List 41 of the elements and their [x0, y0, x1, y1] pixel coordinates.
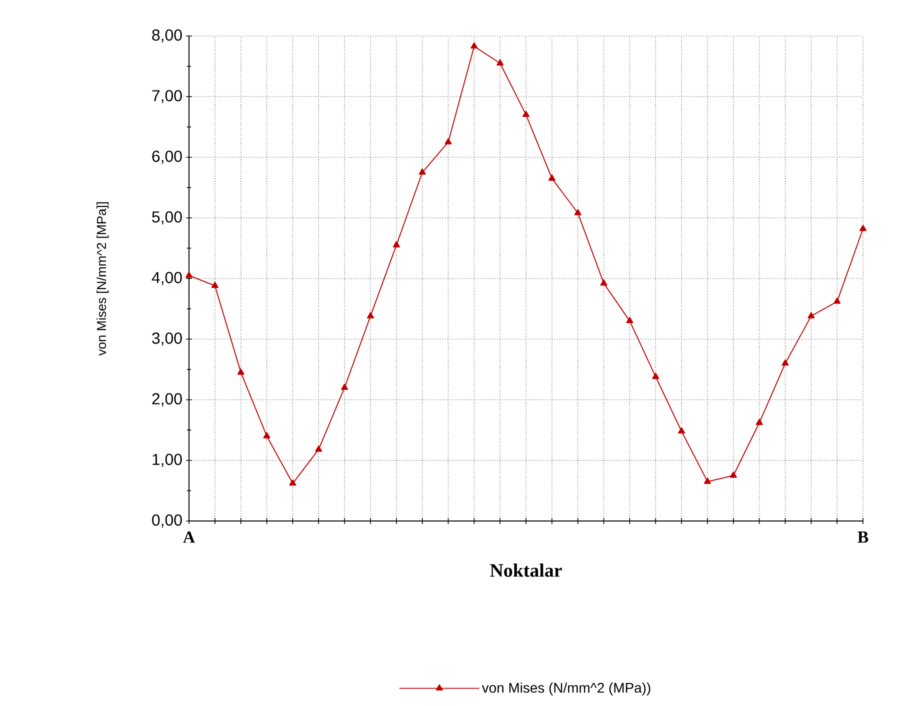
x-tick-label: A — [183, 532, 195, 543]
point — [211, 282, 218, 288]
y-axis-title: von Mises [N/mm^2 [MPa]] — [96, 202, 109, 356]
point — [808, 312, 815, 318]
point — [470, 42, 478, 49]
point — [341, 384, 348, 390]
point — [289, 479, 296, 486]
x-tick-label: B — [858, 532, 868, 543]
point — [315, 445, 322, 452]
point — [678, 427, 686, 434]
point — [834, 298, 841, 304]
point — [185, 271, 193, 278]
point — [366, 312, 374, 318]
y-tick-label: 4,00 — [152, 272, 182, 286]
point — [730, 472, 737, 478]
point — [237, 368, 244, 375]
x-axis-title: Noktalar — [490, 564, 562, 577]
point — [600, 279, 608, 286]
point — [626, 316, 634, 324]
y-tick-label: 7,00 — [152, 90, 182, 104]
point — [496, 59, 504, 66]
text: von Mises (N/mm^2 (MPa)) — [482, 682, 650, 696]
y-tick-label: 5,00 — [152, 211, 182, 224]
y-tick-label: 1,00 — [152, 454, 182, 467]
y-tick-label: 6,00 — [152, 150, 182, 164]
point — [574, 209, 582, 216]
y-tick-label: 2,00 — [152, 393, 182, 406]
point — [704, 478, 712, 484]
point — [756, 418, 763, 426]
point — [782, 359, 789, 366]
point — [444, 138, 452, 144]
y-tick-label: 0,00 — [152, 514, 182, 528]
y-tick-label: 3,00 — [152, 332, 182, 346]
point — [859, 224, 867, 232]
point — [522, 110, 530, 118]
point — [652, 372, 660, 379]
point — [392, 241, 400, 248]
point — [418, 168, 426, 175]
y-tick-label: 8,00 — [152, 29, 182, 43]
point — [263, 432, 270, 438]
point — [548, 174, 556, 181]
